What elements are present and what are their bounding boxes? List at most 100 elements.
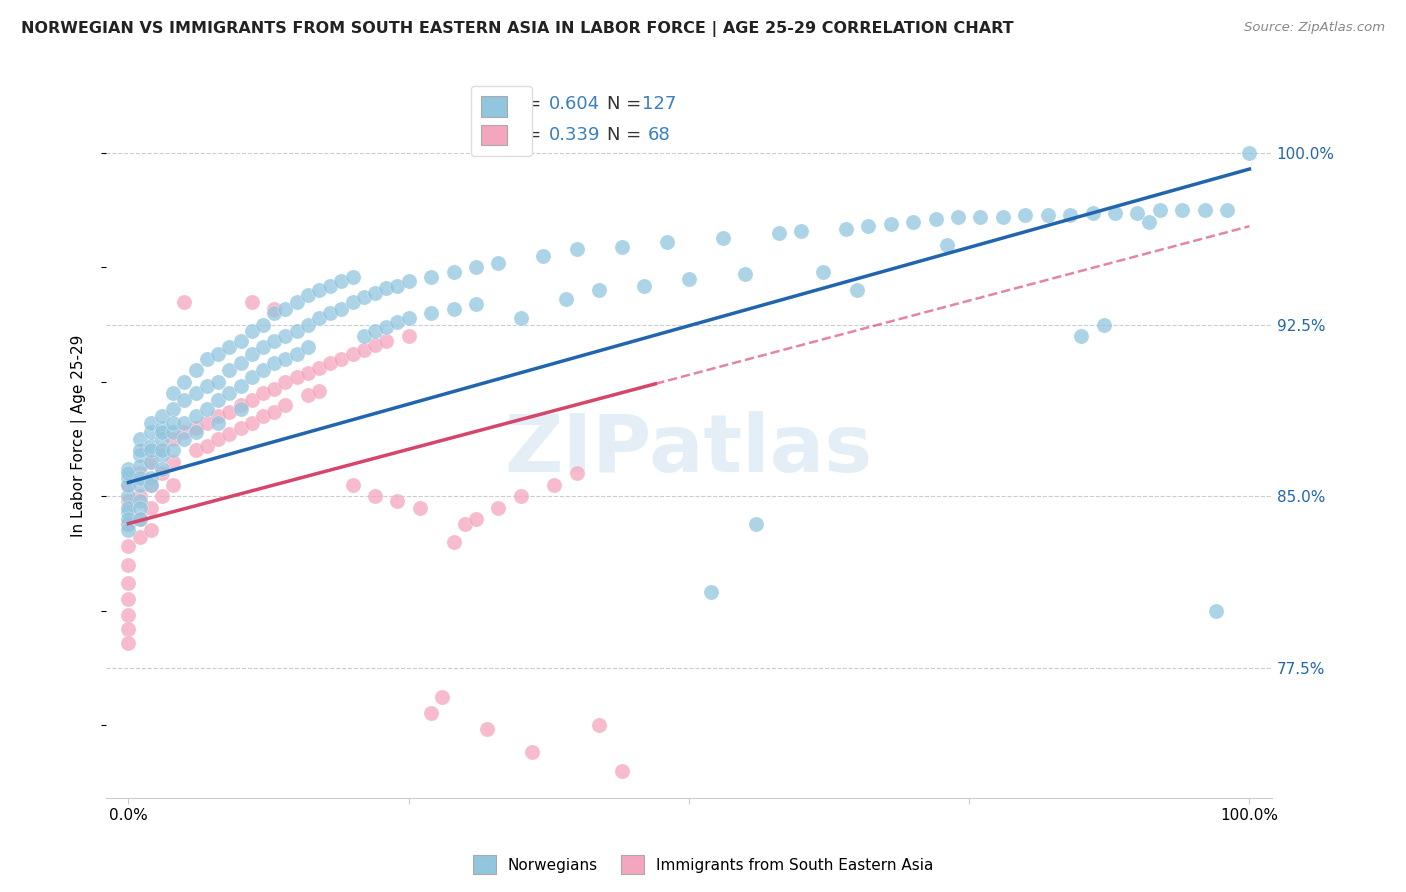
- Point: [117, 540, 139, 554]
- Point: [117, 489, 139, 503]
- Point: [924, 212, 946, 227]
- Point: [846, 283, 869, 297]
- Point: [409, 500, 432, 515]
- Point: [218, 341, 240, 355]
- Point: [342, 347, 364, 361]
- Point: [117, 576, 139, 591]
- Point: [274, 351, 297, 366]
- Point: [150, 443, 173, 458]
- Point: [790, 224, 813, 238]
- Point: [128, 512, 150, 526]
- Point: [588, 283, 610, 297]
- Point: [117, 471, 139, 485]
- Point: [139, 500, 162, 515]
- Point: [162, 455, 184, 469]
- Point: [531, 249, 554, 263]
- Point: [240, 294, 263, 309]
- Point: [420, 306, 443, 320]
- Point: [252, 363, 274, 377]
- Point: [162, 386, 184, 401]
- Text: N =: N =: [607, 95, 647, 112]
- Point: [139, 439, 162, 453]
- Text: R =: R =: [508, 95, 547, 112]
- Point: [139, 477, 162, 491]
- Text: N =: N =: [607, 126, 647, 144]
- Text: 0.604: 0.604: [548, 95, 600, 112]
- Point: [655, 235, 678, 250]
- Point: [1036, 208, 1059, 222]
- Point: [150, 420, 173, 434]
- Point: [117, 461, 139, 475]
- Point: [139, 471, 162, 485]
- Point: [128, 500, 150, 515]
- Point: [1194, 203, 1216, 218]
- Point: [274, 301, 297, 316]
- Point: [1126, 205, 1149, 219]
- Point: [117, 516, 139, 531]
- Point: [162, 477, 184, 491]
- Point: [633, 278, 655, 293]
- Point: [150, 467, 173, 481]
- Point: [173, 393, 195, 408]
- Point: [678, 272, 700, 286]
- Point: [128, 459, 150, 474]
- Point: [128, 471, 150, 485]
- Legend: , : ,: [471, 86, 531, 156]
- Point: [465, 297, 488, 311]
- Point: [207, 375, 229, 389]
- Point: [486, 500, 509, 515]
- Point: [128, 448, 150, 462]
- Point: [195, 439, 218, 453]
- Point: [139, 524, 162, 538]
- Point: [353, 329, 375, 343]
- Point: [128, 530, 150, 544]
- Point: [486, 256, 509, 270]
- Point: [991, 210, 1014, 224]
- Point: [398, 310, 420, 325]
- Point: [342, 269, 364, 284]
- Point: [184, 409, 207, 423]
- Y-axis label: In Labor Force | Age 25-29: In Labor Force | Age 25-29: [72, 334, 87, 537]
- Point: [128, 489, 150, 503]
- Point: [173, 425, 195, 439]
- Point: [543, 477, 565, 491]
- Point: [274, 375, 297, 389]
- Point: [353, 343, 375, 357]
- Point: [711, 230, 734, 244]
- Point: [285, 325, 308, 339]
- Point: [319, 356, 342, 370]
- Point: [117, 592, 139, 607]
- Point: [509, 489, 531, 503]
- Point: [240, 347, 263, 361]
- Point: [240, 370, 263, 384]
- Point: [173, 416, 195, 430]
- Point: [768, 226, 790, 240]
- Point: [432, 690, 454, 705]
- Point: [520, 745, 543, 759]
- Point: [184, 363, 207, 377]
- Point: [252, 341, 274, 355]
- Point: [150, 448, 173, 462]
- Point: [162, 416, 184, 430]
- Point: [835, 221, 858, 235]
- Point: [610, 240, 633, 254]
- Point: [117, 512, 139, 526]
- Point: [184, 420, 207, 434]
- Point: [297, 341, 319, 355]
- Point: [263, 382, 285, 396]
- Text: 0.339: 0.339: [548, 126, 600, 144]
- Point: [150, 443, 173, 458]
- Point: [285, 370, 308, 384]
- Point: [240, 325, 263, 339]
- Point: [229, 398, 252, 412]
- Point: [139, 455, 162, 469]
- Text: 68: 68: [648, 126, 671, 144]
- Point: [308, 283, 330, 297]
- Point: [263, 301, 285, 316]
- Point: [150, 425, 173, 439]
- Point: [387, 315, 409, 329]
- Point: [745, 516, 768, 531]
- Point: [150, 409, 173, 423]
- Point: [150, 461, 173, 475]
- Point: [274, 398, 297, 412]
